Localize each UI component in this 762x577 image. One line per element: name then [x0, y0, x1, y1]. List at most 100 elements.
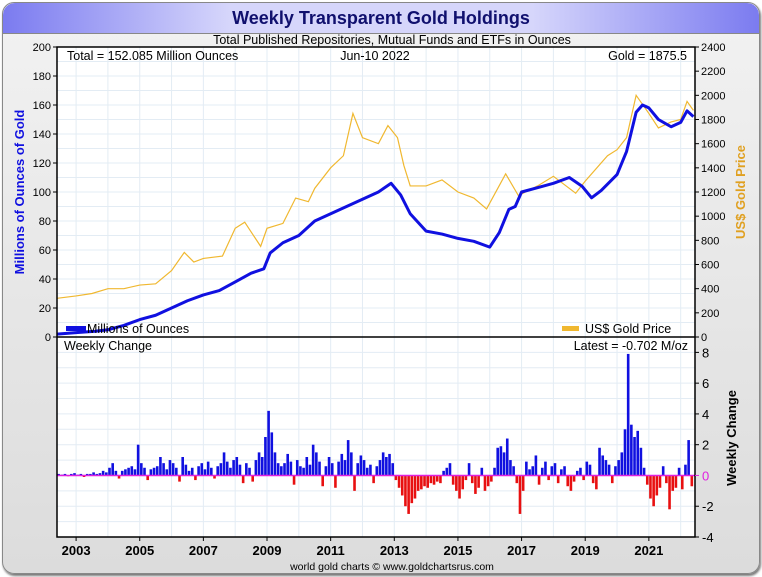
weekly-change-bar	[245, 463, 248, 476]
weekly-change-bar	[566, 475, 570, 487]
weekly-change-bar	[257, 452, 261, 476]
weekly-change-bar	[130, 466, 134, 476]
weekly-change-bar	[588, 464, 592, 476]
weekly-change-bar	[346, 440, 350, 476]
plot-border	[56, 46, 696, 538]
x-tick-label: 2015	[443, 543, 472, 558]
weekly-change-bar	[537, 475, 541, 485]
weekly-change-bar	[642, 467, 646, 476]
weekly-change-bar	[114, 470, 118, 476]
weekly-change-bar	[626, 353, 630, 476]
weekly-change-bar	[439, 475, 442, 484]
y-tick-label-right: 1000	[701, 211, 725, 223]
weekly-change-bar	[222, 452, 226, 476]
weekly-change-bar	[362, 460, 366, 476]
weekly-change-bar	[359, 455, 363, 476]
y-axis-label-right: US$ Gold Price	[733, 145, 748, 239]
footer-credit: world gold charts © www.goldchartsrus.co…	[289, 561, 494, 573]
y-tick-label-left: 100	[33, 187, 51, 199]
weekly-change-bar	[630, 424, 633, 476]
weekly-change-bar	[251, 475, 254, 482]
legend-swatch-gold	[562, 326, 579, 331]
weekly-change-bar	[461, 475, 465, 490]
y-tick-label-left: 80	[39, 216, 51, 228]
weekly-change-bar	[477, 475, 480, 488]
total-annotation: Total = 152.085 Million Ounces	[67, 49, 238, 63]
weekly-change-bar	[474, 475, 477, 494]
weekly-change-bar	[190, 467, 194, 476]
weekly-change-bar	[547, 475, 550, 481]
y-tick-label-right: 2200	[701, 66, 725, 78]
weekly-change-bar	[617, 460, 620, 476]
y-tick-label-right: 0	[701, 332, 707, 344]
weekly-change-bar	[569, 475, 573, 491]
legend-label-holdings: Millions of Ounces	[87, 322, 189, 336]
weekly-change-bar	[79, 473, 83, 476]
weekly-change-bar	[509, 460, 512, 476]
weekly-change-bar	[133, 469, 137, 476]
weekly-change-bar	[108, 467, 111, 476]
weekly-change-bar	[687, 440, 690, 476]
weekly-change-bar	[283, 463, 286, 476]
weekly-change-bar	[340, 453, 344, 476]
weekly-change-bar	[404, 475, 407, 507]
weekly-change-bar	[308, 464, 312, 476]
y-tick-label-weekly: 6	[702, 376, 709, 391]
weekly-change-bar	[528, 469, 531, 476]
weekly-change-bar	[327, 457, 331, 476]
weekly-change-bar	[385, 457, 388, 476]
weekly-change-bar	[677, 467, 681, 476]
weekly-change-bar	[448, 463, 452, 476]
weekly-change-bar	[649, 475, 652, 499]
weekly-change-bar	[490, 475, 493, 482]
grid	[57, 47, 695, 537]
weekly-change-bar	[210, 467, 213, 476]
axes: 0204060801001201401601802000200400600800…	[33, 42, 726, 558]
weekly-change-bar	[534, 455, 538, 476]
weekly-change-bar	[655, 475, 659, 496]
weekly-change-bar	[540, 467, 544, 476]
legend-label-gold: US$ Gold Price	[585, 322, 671, 336]
weekly-change-bar	[480, 467, 484, 476]
date-annotation: Jun-10 2022	[340, 49, 410, 63]
weekly-change-bar	[375, 466, 379, 476]
weekly-change-bar	[397, 475, 401, 488]
y-tick-label-left: 200	[33, 42, 51, 54]
x-tick-label: 2011	[317, 543, 345, 558]
x-tick-label: 2003	[62, 543, 91, 558]
weekly-change-bar	[295, 460, 299, 476]
y-tick-label-left: 160	[33, 100, 51, 112]
gold-price-line	[56, 93, 694, 299]
weekly-change-bar	[289, 461, 293, 476]
weekly-change-bar	[273, 452, 277, 476]
weekly-change-bar	[645, 475, 649, 485]
y-tick-label-right: 200	[701, 308, 719, 320]
weekly-change-bar	[521, 475, 525, 491]
weekly-change-bar	[315, 452, 318, 476]
weekly-change-bar	[365, 467, 369, 476]
weekly-change-bar	[413, 475, 417, 499]
weekly-change-bar	[496, 447, 500, 476]
weekly-change-bar	[57, 473, 60, 476]
plot-area	[57, 47, 695, 537]
weekly-change-bar	[432, 475, 436, 485]
weekly-change-bar	[85, 473, 89, 476]
weekly-change-bar	[429, 475, 433, 484]
weekly-change-bar	[143, 467, 146, 476]
weekly-change-bar	[499, 446, 503, 476]
weekly-change-bar	[512, 466, 515, 476]
weekly-change-bar	[505, 438, 509, 476]
weekly-change-bar	[582, 475, 585, 481]
weekly-change-bar	[423, 475, 426, 487]
weekly-change-bar	[445, 467, 449, 476]
y-tick-label-right: 1800	[701, 115, 725, 127]
weekly-change-bar	[318, 461, 321, 476]
weekly-change-bar	[601, 455, 605, 476]
weekly-change-bar	[216, 466, 219, 476]
weekly-change-bar	[184, 464, 188, 476]
weekly-change-bar	[95, 473, 99, 476]
weekly-change-bar	[155, 466, 159, 476]
weekly-change-bar	[248, 467, 251, 476]
weekly-change-bar	[206, 461, 210, 476]
weekly-change-bar	[407, 475, 410, 514]
